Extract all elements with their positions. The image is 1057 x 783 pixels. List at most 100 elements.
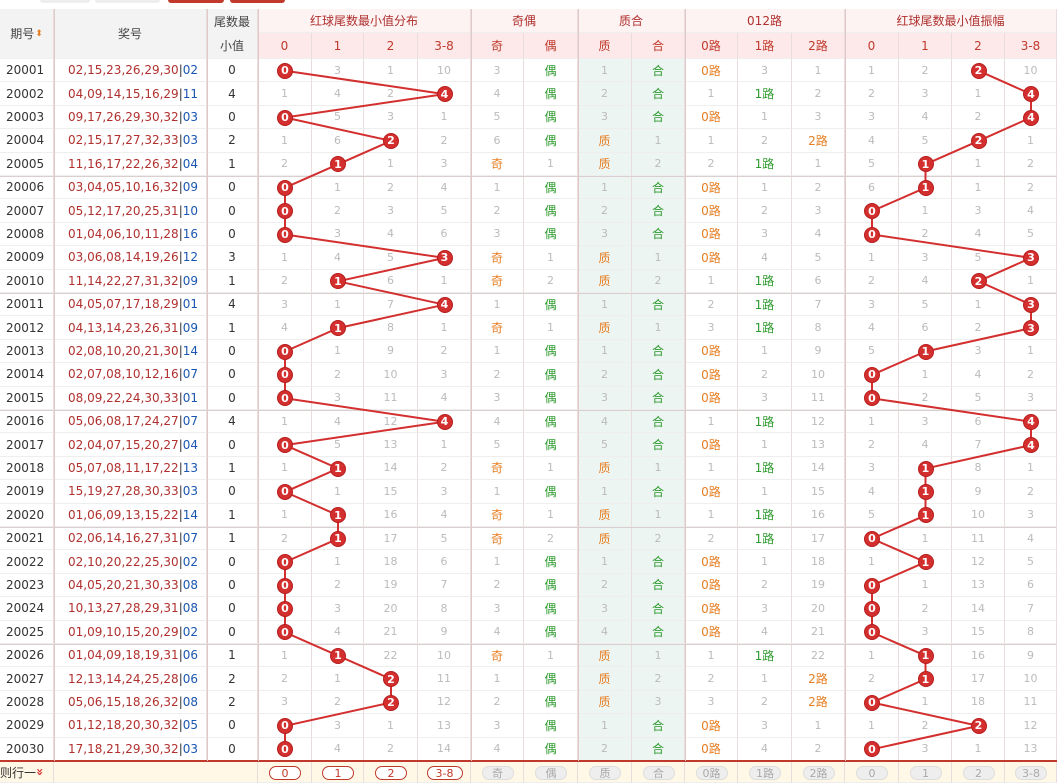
dist-bubble: 1 (330, 460, 346, 477)
amp-cell: 1 (952, 737, 1005, 761)
oe-cell: 1 (524, 152, 578, 176)
separator: | (178, 624, 183, 639)
pc-cell: 合 (632, 573, 685, 598)
filter-pill[interactable]: 3-8 (1015, 766, 1047, 780)
filter-pill[interactable]: 合 (642, 766, 675, 780)
lu-cell: 0路 (685, 597, 738, 621)
oe-cell: 3 (471, 59, 524, 83)
red-balls: 05,06,15,18,26,32 (68, 694, 179, 709)
filter-pill[interactable]: 偶 (535, 766, 567, 780)
filter-pill[interactable]: 1 (909, 766, 942, 780)
red-balls: 03,04,05,10,16,32 (68, 180, 179, 195)
filter-pill[interactable]: 0 (269, 766, 301, 780)
lu-cell: 0路 (685, 246, 738, 270)
lu-cell: 14 (792, 456, 845, 481)
dist-cell: 12 (418, 690, 471, 715)
dist-bubble: 0 (277, 600, 293, 617)
draw-numbers-cell: 01,04,06,10,11,28 | 16 (54, 222, 207, 247)
sort-arrows-icon[interactable]: ⬍ (35, 28, 43, 39)
oe-cell: 偶 (524, 129, 578, 153)
draw-numbers-cell: 02,10,20,22,25,30 | 02 (54, 550, 207, 574)
footer-label-cell[interactable]: 则行一» (0, 762, 54, 783)
amp-bubble: 3 (1023, 296, 1039, 313)
period-header[interactable]: 期号 ⬍ (0, 9, 54, 59)
dist-bubble: 4 (436, 86, 453, 103)
pc-cell: 合 (632, 480, 685, 504)
min-value-cell: 0 (207, 714, 258, 738)
oe-cell: 5 (471, 433, 524, 457)
amp-cell: 4 (952, 222, 1005, 247)
amp-cell: 2 (845, 269, 899, 293)
pc-cell: 1 (578, 714, 632, 738)
lu-cell: 3 (738, 59, 792, 83)
period-cell: 20027 (0, 667, 54, 691)
amp-bubble: 1 (917, 460, 934, 477)
amp-cell: 1 (845, 550, 899, 574)
filter-pill[interactable]: 质 (589, 766, 621, 780)
red-balls: 02,15,23,26,29,30 (68, 63, 179, 78)
dist-cell: 10 (418, 59, 471, 83)
group-separator (0, 410, 1057, 411)
filter-pill[interactable]: 0路 (695, 766, 728, 780)
lu-cell: 3 (738, 714, 792, 738)
period-cell: 20003 (0, 105, 54, 130)
lu-cell: 0路 (685, 573, 738, 598)
filter-pill[interactable]: 奇 (481, 766, 514, 780)
filter-pill[interactable]: 1 (322, 766, 354, 780)
oe-cell: 4 (471, 82, 524, 106)
oe-cell: 1 (471, 176, 524, 200)
dist-bubble: 0 (277, 437, 293, 454)
filter-pill[interactable]: 3-8 (426, 766, 463, 780)
red-balls: 04,13,14,23,26,31 (68, 320, 179, 335)
amp-cell: 5 (845, 152, 899, 176)
min-header-line2: 小值 (219, 38, 244, 53)
amp-bubble: 2 (970, 717, 987, 734)
lu-cell: 2 (738, 573, 792, 598)
min-value-cell: 1 (207, 527, 258, 551)
filter-pill[interactable]: 2 (375, 766, 407, 780)
pc-cell: 合 (632, 714, 685, 738)
amp-cell: 3 (1005, 386, 1057, 410)
filter-pill[interactable]: 2路 (802, 766, 835, 780)
dist-cell: 5 (312, 105, 364, 130)
footer-blank (54, 762, 258, 783)
lu-cell: 2 (685, 527, 738, 551)
period-cell: 20005 (0, 152, 54, 176)
lu-cell: 3 (738, 597, 792, 621)
dist-cell: 10 (418, 644, 471, 668)
separator: | (178, 367, 183, 382)
min-value-cell: 1 (207, 456, 258, 481)
pc-cell: 合 (632, 433, 685, 457)
oe-cell: 偶 (524, 222, 578, 247)
dist-cell: 1 (418, 105, 471, 130)
filter-pill[interactable]: 0 (856, 766, 888, 780)
amp-cell: 2 (899, 386, 952, 410)
period-cell: 20008 (0, 222, 54, 247)
lu-cell: 1 (685, 410, 738, 434)
lu-cell: 3 (792, 199, 845, 223)
dist-cell: 1 (418, 433, 471, 457)
lu-cell: 1 (738, 550, 792, 574)
dist-cell: 21 (364, 620, 418, 644)
amp-cell: 9 (1005, 644, 1057, 668)
blue-ball: 13 (182, 460, 199, 475)
pc-cell: 3 (578, 105, 632, 130)
filter-pill[interactable]: 2 (962, 766, 995, 780)
red-balls: 02,15,17,27,32,33 (68, 133, 179, 148)
amp-cell: 2 (899, 714, 952, 738)
red-balls: 08,09,22,24,30,33 (68, 390, 179, 405)
red-balls: 05,06,08,17,24,27 (68, 414, 179, 429)
red-balls: 01,04,06,10,11,28 (68, 226, 179, 241)
oe-cell: 偶 (524, 690, 578, 715)
oe-cell: 1 (471, 667, 524, 691)
min-value-cell: 0 (207, 363, 258, 387)
oe-cell: 1 (471, 293, 524, 317)
double-chevron-down-icon[interactable]: » (32, 768, 47, 776)
pc-cell: 质 (578, 527, 632, 551)
dist-cell: 14 (364, 456, 418, 481)
amp-cell: 1 (1005, 456, 1057, 481)
filter-pill[interactable]: 1路 (749, 766, 781, 780)
draw-numbers-cell: 10,13,27,28,29,31 | 08 (54, 597, 207, 621)
dist-cell: 1 (258, 503, 312, 527)
